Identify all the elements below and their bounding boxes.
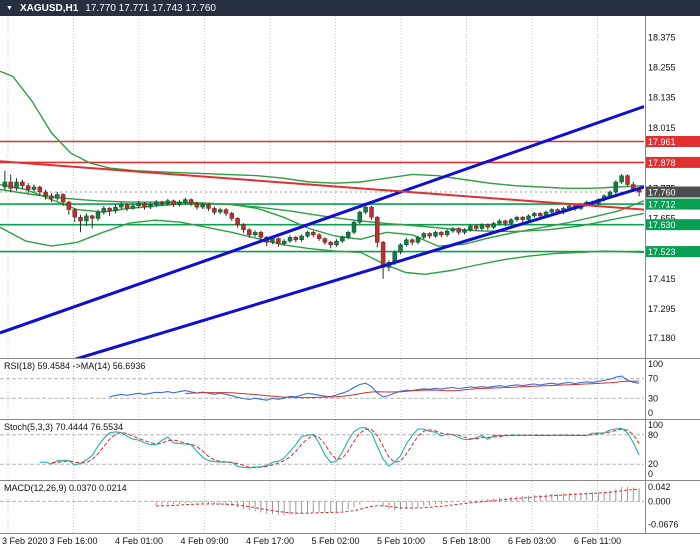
symbol-timeframe-label: XAGUSD,H1 — [19, 2, 79, 14]
descending-trendline[interactable] — [0, 160, 644, 211]
macd-axis-label: 0.000 — [648, 496, 671, 506]
time-axis-label: 5 Feb 10:00 — [377, 536, 425, 546]
badge-17878 — [646, 156, 700, 168]
ohlc-readout: 17.770 17.771 17.743 17.760 — [85, 2, 216, 14]
price-tick-label: 17.655 — [648, 213, 676, 223]
time-axis-label: 4 Feb 09:00 — [180, 536, 228, 546]
time-axis-label: 4 Feb 01:00 — [115, 536, 163, 546]
badge-17961 — [646, 136, 700, 147]
rsi-panel[interactable]: RSI(18) 59.4584 ->MA(14) 56.6936 100 70 30 0 — [0, 359, 663, 419]
macd-axis-label: 0.042 — [648, 482, 671, 492]
rsi-axis-label: 30 — [648, 393, 658, 403]
price-tick-label: 18.255 — [648, 63, 676, 73]
rsi-ma-line — [185, 380, 640, 399]
price-tick-label: 17.180 — [648, 333, 676, 343]
time-axis-label: 6 Feb 11:00 — [574, 536, 621, 546]
ma-lower-band[interactable] — [0, 219, 644, 276]
rsi-axis-label: 0 — [648, 408, 653, 418]
price-tick-label: 17.295 — [648, 304, 676, 314]
badge-17878-label: 17.878 — [648, 158, 676, 168]
ma-upper-band[interactable] — [0, 70, 644, 190]
rsi-axis-label: 70 — [648, 374, 658, 384]
stoch-axis-label: 100 — [648, 420, 663, 430]
stoch-label: Stoch(5,3,3) 70.4444 76.5534 — [4, 422, 123, 432]
time-axis-label: 6 Feb 03:00 — [508, 536, 556, 546]
badge-17712 — [646, 198, 700, 210]
stoch-main-line — [39, 427, 640, 469]
symbol-dropdown-icon[interactable]: ▼ — [6, 4, 13, 12]
badge-current-price — [646, 186, 700, 198]
main-price-panel[interactable] — [0, 16, 644, 378]
rsi-label: RSI(18) 59.4584 ->MA(14) 56.6936 — [4, 361, 145, 371]
time-axis-label: 3 Feb 2020 — [2, 536, 48, 546]
rsi-axis-label: 100 — [648, 359, 663, 369]
price-tick-label: 18.375 — [648, 32, 676, 42]
time-axis-label: 5 Feb 18:00 — [442, 536, 490, 546]
badge-17630-label: 17.630 — [648, 220, 676, 230]
macd-panel[interactable]: MACD(12,26,9) 0.0370 0.0214 0.042 0.000 -0.… — [0, 481, 679, 533]
stoch-axis-label: 0 — [648, 469, 653, 479]
price-tick-label: 18.015 — [648, 123, 676, 133]
ma-fast[interactable] — [0, 183, 644, 247]
chart-title-bar: ▼ XAGUSD,H1 17.770 17.771 17.743 17.760 — [0, 0, 700, 16]
badge-17961-label: 17.961 — [648, 137, 676, 147]
badge-17523-label: 17.523 — [648, 247, 676, 257]
ascending-trendline-lower[interactable] — [13, 185, 644, 378]
badge-17523 — [646, 246, 700, 258]
badge-17712-label: 17.712 — [648, 200, 676, 210]
chart-canvas[interactable]: 18.37518.25518.13518.01517.77517.65517.4… — [0, 16, 700, 560]
macd-axis-label: -0.0676 — [648, 520, 679, 530]
ascending-trendline-upper[interactable] — [0, 105, 644, 335]
candlesticks[interactable] — [2, 170, 642, 279]
badge-17630 — [646, 219, 700, 231]
stoch-signal-line — [51, 428, 640, 469]
badge-current-price-label: 17.760 — [648, 188, 676, 198]
rsi-line — [109, 375, 640, 401]
stoch-axis-label: 80 — [648, 430, 658, 440]
time-axis-label: 3 Feb 16:00 — [49, 536, 97, 546]
macd-label: MACD(12,26,9) 0.0370 0.0214 — [4, 483, 127, 493]
price-tick-label: 18.135 — [648, 93, 676, 103]
time-axis-label: 4 Feb 17:00 — [246, 536, 294, 546]
time-axis[interactable]: 3 Feb 2020 3 Feb 16:00 4 Feb 01:00 4 Feb 09… — [2, 536, 621, 546]
time-axis-label: 5 Feb 02:00 — [311, 536, 359, 546]
ma-slow[interactable] — [0, 188, 644, 233]
macd-signal-line — [156, 488, 640, 514]
price-axis[interactable]: 18.37518.25518.13518.01517.77517.65517.4… — [645, 16, 700, 534]
stoch-axis-label: 20 — [648, 459, 658, 469]
price-tick-label: 17.415 — [648, 274, 676, 284]
